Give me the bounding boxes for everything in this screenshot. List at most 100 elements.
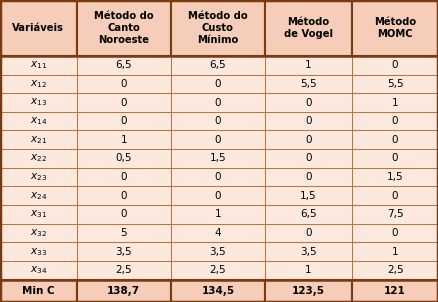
Text: 0: 0 [305,135,311,145]
Bar [0,130,77,149]
Bar [171,280,265,302]
Text: 0,5: 0,5 [116,153,132,163]
Bar [0,149,77,168]
Bar [352,280,438,302]
Text: $x_{32}$: $x_{32}$ [30,227,47,239]
Text: $x_{23}$: $x_{23}$ [30,171,47,183]
Bar [0,93,77,112]
Bar [265,168,352,186]
Text: 6,5: 6,5 [210,60,226,70]
Bar [171,130,265,149]
Text: Método do
Canto
Noroeste: Método do Canto Noroeste [94,11,154,45]
Text: 1: 1 [120,135,127,145]
Bar [0,280,77,302]
Bar [171,93,265,112]
Bar [0,261,77,280]
Text: 0: 0 [392,228,398,238]
Text: $x_{14}$: $x_{14}$ [30,115,47,127]
Text: 5,5: 5,5 [387,79,403,89]
Text: Min C: Min C [22,286,55,296]
Bar [0,186,77,205]
Text: Método
de Vogel: Método de Vogel [284,17,333,39]
Text: 0: 0 [305,116,311,126]
Text: $x_{11}$: $x_{11}$ [30,59,47,71]
Text: 0: 0 [215,135,221,145]
Text: 0: 0 [305,172,311,182]
Bar [352,112,438,130]
Bar [265,186,352,205]
Bar [352,242,438,261]
Text: 6,5: 6,5 [116,60,132,70]
Bar [265,261,352,280]
Text: 3,5: 3,5 [300,247,317,257]
Text: 138,7: 138,7 [107,286,140,296]
Text: 7,5: 7,5 [387,209,403,219]
Bar [265,93,352,112]
Bar [171,56,265,75]
Bar [77,93,171,112]
Text: 134,5: 134,5 [201,286,234,296]
Text: 0: 0 [120,79,127,89]
Bar [77,0,171,56]
Text: 5: 5 [120,228,127,238]
Bar [77,75,171,93]
Bar [352,56,438,75]
Bar [352,205,438,224]
Text: 0: 0 [392,116,398,126]
Text: 6,5: 6,5 [300,209,317,219]
Bar [352,93,438,112]
Text: 0: 0 [215,79,221,89]
Bar [171,75,265,93]
Bar [265,205,352,224]
Text: $x_{13}$: $x_{13}$ [30,97,47,108]
Bar [265,130,352,149]
Text: $x_{12}$: $x_{12}$ [30,78,47,90]
Text: 1: 1 [215,209,221,219]
Text: 0: 0 [392,153,398,163]
Bar [171,168,265,186]
Bar [77,205,171,224]
Text: 0: 0 [120,172,127,182]
Text: 0: 0 [120,116,127,126]
Text: 0: 0 [305,98,311,108]
Bar [0,205,77,224]
Text: 1: 1 [392,247,399,257]
Bar [171,242,265,261]
Bar [171,0,265,56]
Bar [77,280,171,302]
Text: 3,5: 3,5 [210,247,226,257]
Text: $x_{31}$: $x_{31}$ [30,208,47,220]
Bar [352,130,438,149]
Bar [171,261,265,280]
Bar [352,186,438,205]
Bar [265,75,352,93]
Text: 0: 0 [215,172,221,182]
Bar [171,205,265,224]
Text: 0: 0 [305,228,311,238]
Text: $x_{22}$: $x_{22}$ [30,153,47,164]
Text: 0: 0 [215,98,221,108]
Bar [265,149,352,168]
Text: 4: 4 [215,228,221,238]
Text: $x_{34}$: $x_{34}$ [30,265,47,276]
Text: 0: 0 [392,60,398,70]
Bar [77,112,171,130]
Text: 121: 121 [384,286,406,296]
Bar [0,0,77,56]
Text: 0: 0 [120,209,127,219]
Bar [265,0,352,56]
Text: 1: 1 [305,265,312,275]
Bar [265,112,352,130]
Text: 1,5: 1,5 [210,153,226,163]
Bar [265,280,352,302]
Bar [77,242,171,261]
Text: 0: 0 [215,116,221,126]
Text: 1,5: 1,5 [300,191,317,201]
Bar [77,261,171,280]
Bar [171,224,265,242]
Text: 0: 0 [392,135,398,145]
Text: 1: 1 [305,60,312,70]
Text: 3,5: 3,5 [116,247,132,257]
Bar [352,261,438,280]
Bar [352,149,438,168]
